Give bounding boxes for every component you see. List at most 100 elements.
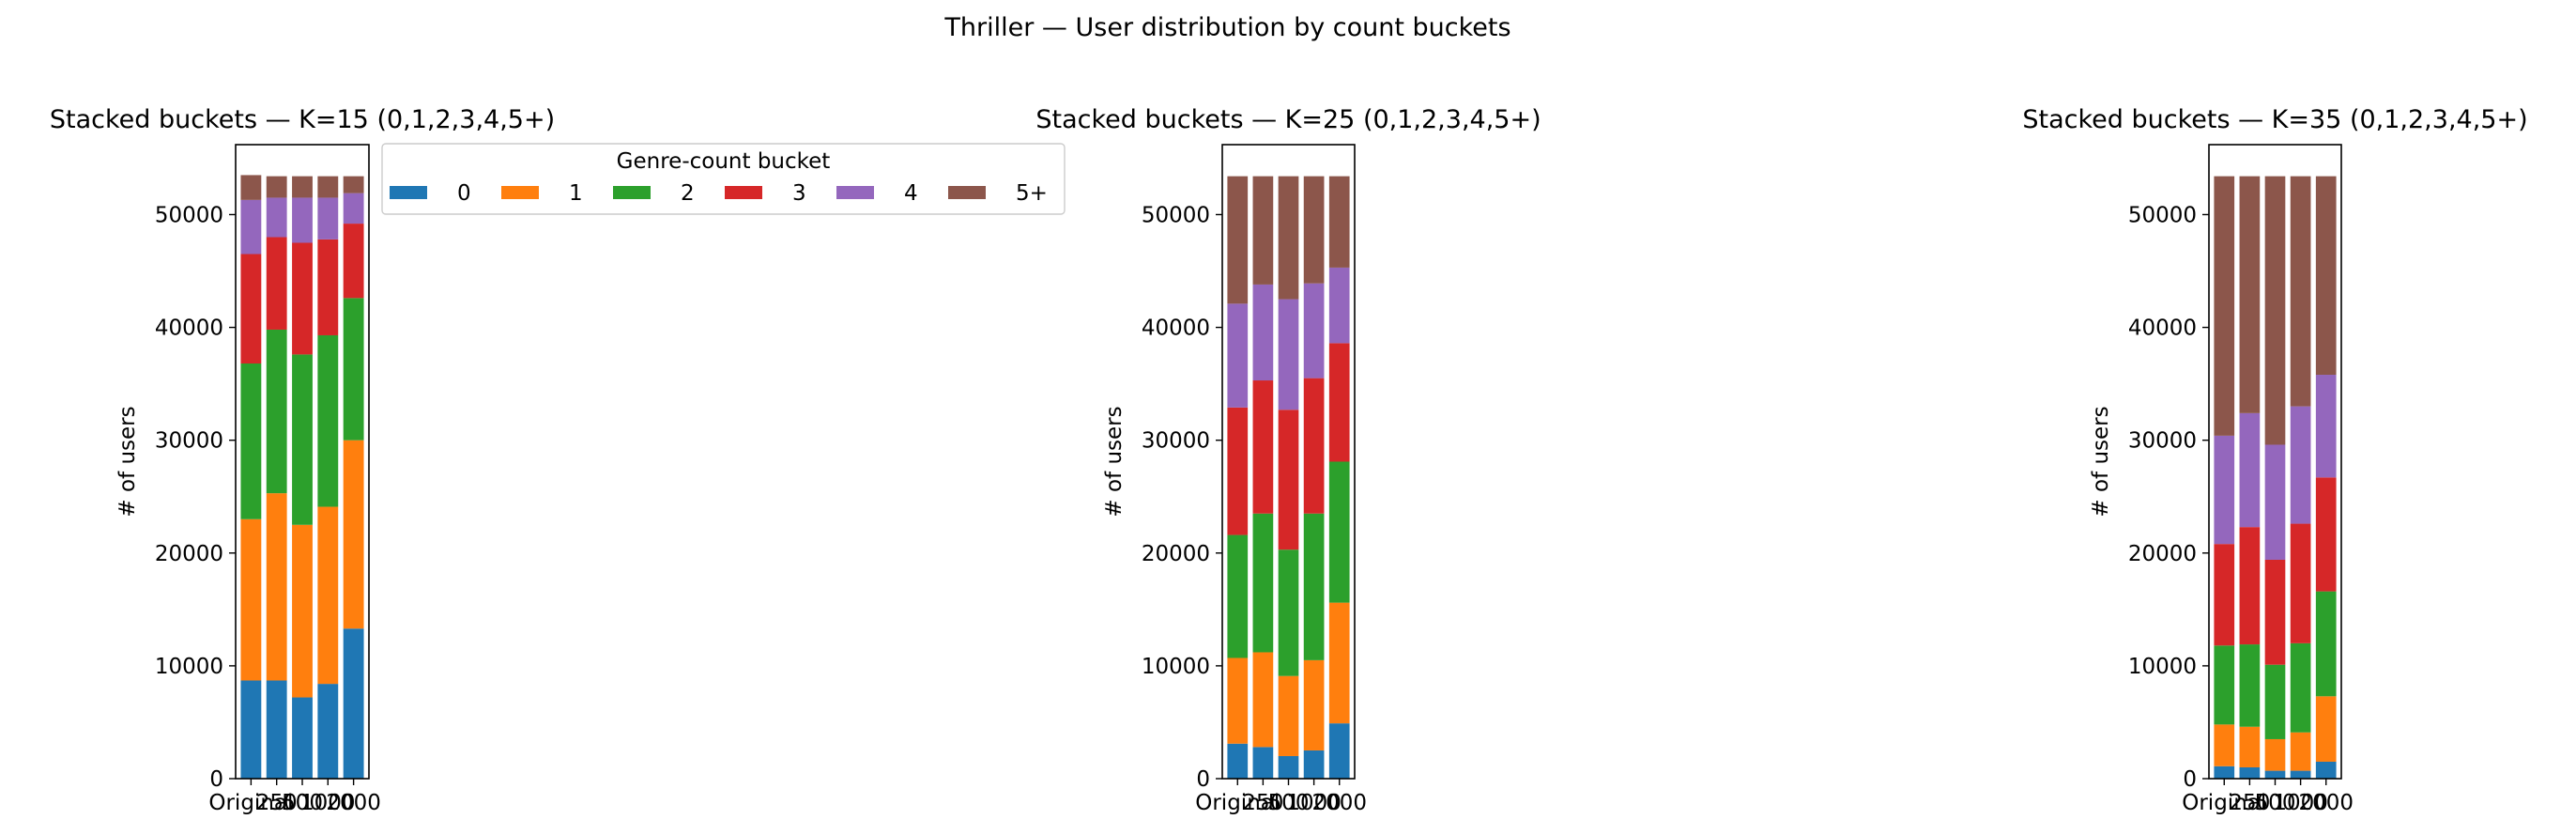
bar-segment xyxy=(2214,544,2235,646)
bar-segment xyxy=(1252,652,1274,748)
bar-segment xyxy=(266,237,287,330)
bar-segment xyxy=(1227,176,1249,304)
bar-segment xyxy=(2214,435,2235,545)
legend-swatch xyxy=(501,186,539,199)
bar-segment xyxy=(1278,410,1299,550)
y-tick-label: 50000 xyxy=(2128,203,2197,227)
bar-segment xyxy=(292,697,313,779)
y-tick-label: 0 xyxy=(209,767,223,792)
bar-segment xyxy=(2264,444,2286,560)
bar-segment xyxy=(266,680,287,779)
bar-segment xyxy=(292,197,313,243)
bar-segment xyxy=(2290,406,2311,524)
bar-segment xyxy=(240,254,262,364)
bar-segment xyxy=(2315,591,2337,697)
subplot-3: Stacked buckets — K=35 (0,1,2,3,4,5+) 0 10… xyxy=(2022,105,2527,815)
y-tick-label: 20000 xyxy=(1142,542,1210,566)
bar-segment xyxy=(1303,750,1325,779)
bar-segment xyxy=(1328,343,1350,462)
y-tick-label: 30000 xyxy=(1142,429,1210,454)
subplot-1: Stacked buckets — K=15 (0,1,2,3,4,5+) 0 10… xyxy=(50,105,555,815)
legend-label: 0 xyxy=(457,181,471,206)
subplot-title: Stacked buckets — K=25 (0,1,2,3,4,5+) xyxy=(1035,105,1541,134)
y-tick-label: 40000 xyxy=(1142,317,1210,341)
y-tick-label: 50000 xyxy=(1142,203,1210,227)
bar-segment xyxy=(1303,513,1325,660)
bars xyxy=(2214,176,2337,779)
bar-segment xyxy=(2214,765,2235,779)
x-tick-label: 500 xyxy=(282,791,323,815)
x-tick-label: 500 xyxy=(2255,791,2296,815)
bar-segment xyxy=(2239,412,2261,528)
bar-segment xyxy=(2214,724,2235,766)
bar-segment xyxy=(2315,477,2337,592)
bar-segment xyxy=(2290,176,2311,407)
y-axis-label: # of users xyxy=(115,406,140,517)
bar-segment xyxy=(2264,559,2286,665)
legend-title: Genre-count bucket xyxy=(617,149,831,174)
x-tick-label: 2000 xyxy=(326,791,381,815)
bar-segment xyxy=(240,199,262,255)
bar-segment xyxy=(2264,664,2286,739)
x-tick-label: 250 xyxy=(2229,791,2270,815)
bar-segment xyxy=(2315,696,2337,762)
bar-segment xyxy=(292,524,313,698)
bar-segment xyxy=(240,363,262,519)
bar-segment xyxy=(1303,659,1325,750)
bar-segment xyxy=(2239,176,2261,413)
legend-swatch xyxy=(390,186,427,199)
y-tick-label: 30000 xyxy=(155,429,223,454)
bar-segment xyxy=(1278,549,1299,676)
bar-segment xyxy=(266,329,287,494)
bar-segment xyxy=(2315,761,2337,779)
legend-label: 4 xyxy=(904,181,918,206)
bar-segment xyxy=(1227,303,1249,408)
bar-segment xyxy=(240,518,262,681)
bar-segment xyxy=(1252,513,1274,653)
bar-segment xyxy=(2315,375,2337,478)
y-tick-label: 30000 xyxy=(2128,429,2197,454)
x-tick-label: 250 xyxy=(256,791,298,815)
bar-segment xyxy=(343,298,364,441)
bar-segment xyxy=(317,239,339,335)
subplots: Stacked buckets — K=15 (0,1,2,3,4,5+)010… xyxy=(50,105,2528,815)
legend-swatch xyxy=(725,186,762,199)
bar-segment xyxy=(2290,523,2311,643)
legend-label: 1 xyxy=(569,181,583,206)
y-axis-label: # of users xyxy=(2089,406,2113,517)
y-tick-label: 20000 xyxy=(155,542,223,566)
bar-segment xyxy=(343,224,364,299)
bar-segment xyxy=(1328,267,1350,344)
legend-swatch xyxy=(613,186,651,199)
x-tick-label: 1000 xyxy=(300,791,356,815)
x-tick-label: Original xyxy=(1195,791,1280,815)
bar-segment xyxy=(2239,527,2261,645)
bar-segment xyxy=(266,493,287,681)
bar-segment xyxy=(1227,407,1249,535)
bar-segment xyxy=(2264,176,2286,445)
bar-segment xyxy=(1328,461,1350,603)
bar-segment xyxy=(343,176,364,193)
y-tick-label: 20000 xyxy=(2128,542,2197,566)
bar-segment xyxy=(343,440,364,629)
bar-segment xyxy=(343,193,364,224)
bar-segment xyxy=(317,684,339,779)
bar-segment xyxy=(2214,176,2235,436)
bar-segment xyxy=(1303,283,1325,379)
x-tick-label: Original xyxy=(2182,791,2266,815)
bars xyxy=(1227,176,1350,779)
bar-segment xyxy=(2290,642,2311,733)
bar-segment xyxy=(266,197,287,238)
bar-segment xyxy=(1278,755,1299,779)
figure-suptitle: Thriller — User distribution by count bu… xyxy=(943,13,1510,42)
x-tick-label: Original xyxy=(208,791,293,815)
bar-segment xyxy=(2214,645,2235,725)
y-tick-label: 0 xyxy=(1196,767,1210,792)
bar-segment xyxy=(240,680,262,779)
y-tick-label: 10000 xyxy=(1142,655,1210,679)
y-tick-label: 10000 xyxy=(2128,655,2197,679)
legend-label: 5+ xyxy=(1016,181,1048,206)
bar-segment xyxy=(1252,747,1274,779)
x-tick-label: 2000 xyxy=(2298,791,2354,815)
bar-segment xyxy=(1252,284,1274,381)
